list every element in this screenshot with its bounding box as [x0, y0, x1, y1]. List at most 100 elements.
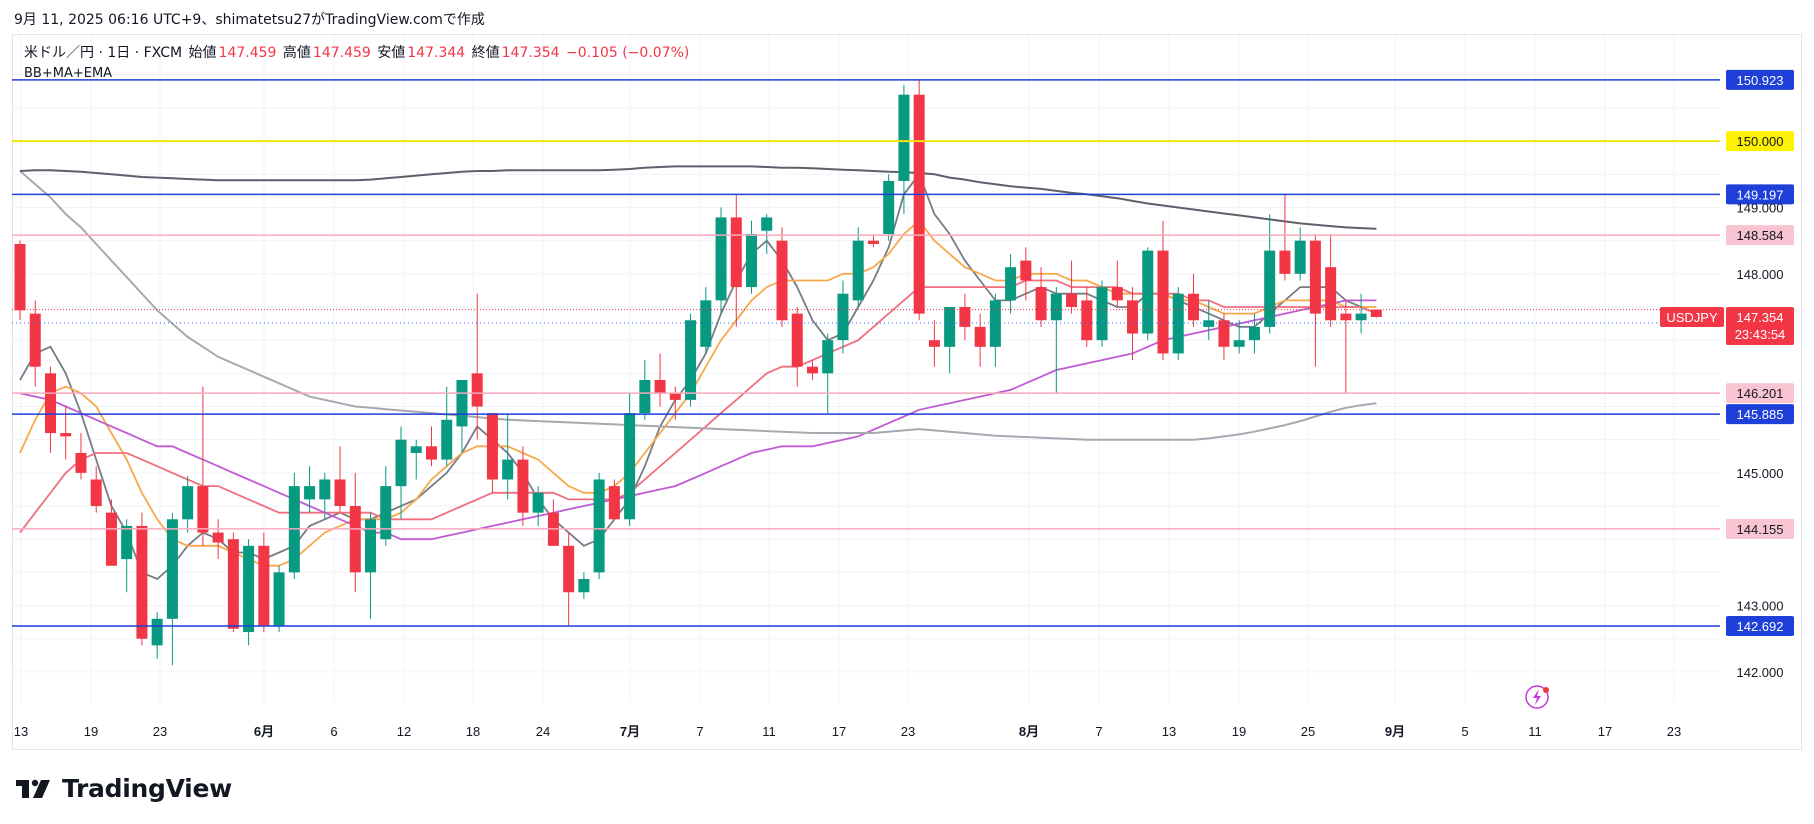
candle-85 [1309, 234, 1321, 367]
candle-2 [44, 366, 56, 453]
candle-84 [1294, 227, 1306, 281]
candle-59 [913, 80, 925, 321]
candle-58 [898, 84, 910, 215]
candle-89 [1370, 309, 1382, 318]
candle-body [837, 293, 849, 341]
candle-21 [334, 446, 346, 513]
candle-body [867, 240, 879, 244]
candle-87 [1340, 300, 1352, 394]
candle-body [563, 545, 575, 593]
candle-20 [319, 472, 331, 520]
legend-low: 147.344 [407, 45, 466, 61]
candle-79 [1218, 313, 1230, 361]
candle-61 [944, 307, 956, 374]
candle-body [227, 539, 239, 629]
x-tick-label: 17 [832, 724, 846, 739]
candle-body [913, 94, 925, 314]
candle-body [90, 479, 102, 507]
candle-5 [90, 466, 102, 513]
candle-body [1187, 293, 1199, 321]
x-tick-label: 18 [466, 724, 480, 739]
legend-symbol[interactable]: 米ドル／円 · 1日 · FXCM [24, 45, 183, 61]
candle-body [928, 340, 940, 347]
candle-54 [837, 280, 849, 354]
candle-8 [136, 512, 148, 646]
candle-body [1279, 250, 1291, 274]
legend-close: 147.354 [501, 45, 560, 61]
candle-9 [151, 612, 163, 659]
candle-body [1370, 309, 1382, 317]
moving-average-line-4 [19, 299, 1377, 541]
candle-82 [1264, 214, 1276, 334]
y-tick-label: 142.000 [1737, 665, 1784, 680]
candle-23 [365, 512, 377, 619]
y-tick-label: 148.000 [1737, 267, 1784, 282]
candle-25 [395, 426, 407, 520]
candle-body [1081, 300, 1093, 341]
candle-88 [1355, 293, 1367, 334]
candle-41 [639, 360, 651, 420]
candle-50 [776, 227, 788, 327]
legend-low-label: 安値 [377, 45, 406, 61]
candle-body [197, 486, 209, 533]
candle-body [1325, 267, 1337, 321]
candle-body [1248, 326, 1260, 341]
candle-52 [806, 360, 818, 380]
candle-body [365, 519, 377, 573]
moving-average-line-5 [19, 170, 1377, 441]
candle-55 [852, 227, 864, 307]
candle-56 [867, 234, 879, 248]
candle-body [1035, 287, 1047, 321]
x-tick-label: 11 [1528, 724, 1542, 739]
lightning-icon[interactable] [1525, 685, 1549, 709]
candle-body [243, 545, 255, 633]
candle-body [319, 479, 331, 500]
candle-body [624, 413, 636, 520]
level-label-145.885: 145.885 [1726, 404, 1794, 425]
candle-body [425, 446, 437, 460]
candle-body [730, 217, 742, 288]
candle-body [593, 479, 605, 573]
moving-average-line-6 [19, 165, 1377, 230]
candle-body [136, 525, 148, 639]
candle-31 [486, 413, 498, 493]
x-tick-label: 6月 [254, 724, 274, 739]
x-tick-label: 9月 [1385, 724, 1405, 739]
x-tick-label: 7月 [620, 724, 640, 739]
candle-39 [608, 479, 620, 520]
candle-15 [243, 539, 255, 646]
candle-13 [212, 519, 224, 560]
legend-high: 147.459 [312, 45, 371, 61]
chart-legend: 米ドル／円 · 1日 · FXCM 始値 147.459 高値 147.459 安値… [24, 44, 691, 83]
candle-body [700, 300, 712, 347]
candle-body [761, 217, 773, 231]
candle-83 [1279, 194, 1291, 281]
candle-body [75, 452, 87, 473]
candle-22 [349, 472, 361, 593]
candle-40 [624, 393, 636, 526]
x-tick-label: 7 [696, 724, 703, 739]
level-label-150.923: 150.923 [1726, 69, 1794, 90]
candle-body [121, 525, 133, 560]
candle-64 [989, 293, 1001, 367]
candle-body [14, 243, 26, 311]
candle-body [1309, 240, 1321, 314]
brand[interactable]: TradingView [14, 774, 232, 803]
level-label-text: 144.155 [1737, 522, 1784, 537]
candle-body [1066, 293, 1078, 307]
candle-18 [288, 472, 300, 579]
candle-body [1218, 320, 1230, 347]
y-tick-label: 145.000 [1737, 466, 1784, 481]
candle-body [685, 320, 697, 400]
candle-80 [1233, 320, 1245, 354]
candle-77 [1187, 273, 1199, 327]
candle-body [944, 307, 956, 347]
candle-32 [502, 413, 514, 500]
price-tag-symbol: USDJPY [1666, 310, 1718, 325]
brand-name: TradingView [62, 774, 232, 803]
x-tick-label: 13 [14, 724, 28, 739]
y-tick-label: 149.000 [1737, 200, 1784, 215]
candle-86 [1325, 234, 1337, 327]
legend-indicators[interactable]: BB+MA+EMA [24, 66, 113, 81]
